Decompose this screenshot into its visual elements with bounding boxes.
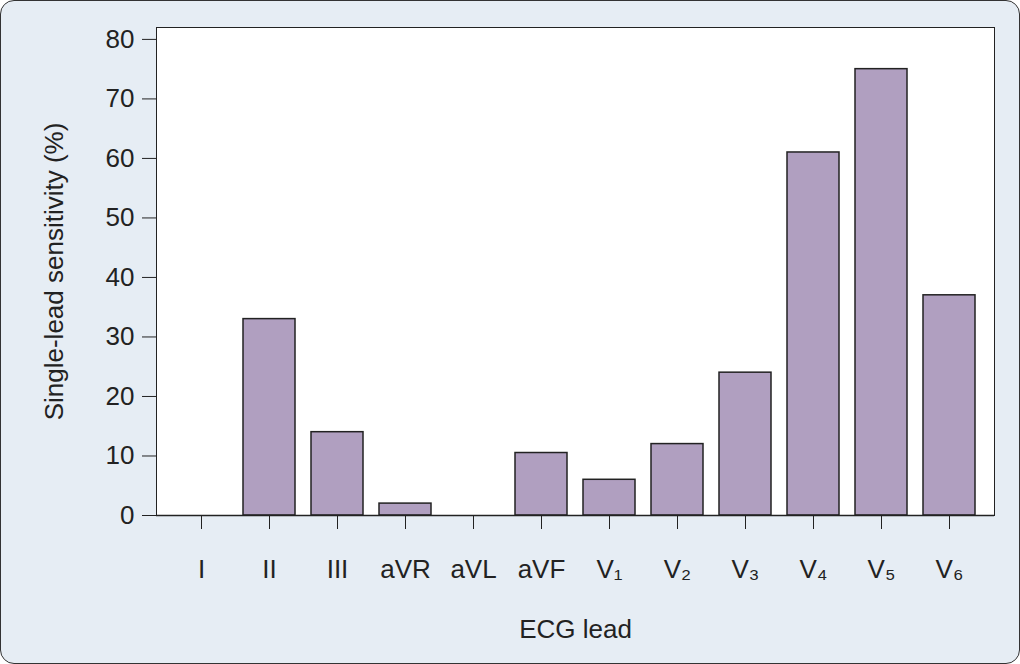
- svg-text:aVL: aVL: [450, 554, 496, 584]
- svg-text:0: 0: [120, 500, 134, 530]
- svg-text:60: 60: [106, 143, 135, 173]
- svg-text:V₅: V₅: [868, 554, 896, 584]
- svg-text:V₆: V₆: [936, 554, 964, 584]
- svg-text:80: 80: [106, 24, 135, 54]
- svg-text:50: 50: [106, 202, 135, 232]
- svg-text:10: 10: [106, 440, 135, 470]
- svg-text:V₂: V₂: [664, 554, 691, 584]
- svg-text:II: II: [262, 554, 276, 584]
- svg-text:70: 70: [106, 83, 135, 113]
- svg-text:aVF: aVF: [518, 554, 566, 584]
- svg-text:Single-lead sensitivity (%): Single-lead sensitivity (%): [39, 123, 69, 421]
- svg-text:aVR: aVR: [380, 554, 431, 584]
- svg-text:V₄: V₄: [800, 554, 828, 584]
- svg-text:40: 40: [106, 262, 135, 292]
- svg-text:V₃: V₃: [732, 554, 760, 584]
- svg-text:III: III: [327, 554, 349, 584]
- svg-text:ECG lead: ECG lead: [519, 614, 632, 644]
- svg-text:20: 20: [106, 381, 135, 411]
- svg-text:30: 30: [106, 321, 135, 351]
- svg-text:I: I: [198, 554, 205, 584]
- svg-text:V₁: V₁: [596, 554, 622, 584]
